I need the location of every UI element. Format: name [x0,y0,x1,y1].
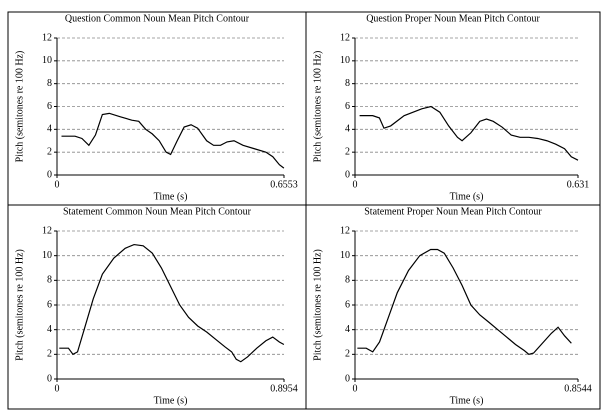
x-tick-label: 0.8954 [270,383,298,394]
y-tick-label: 2 [47,349,52,360]
panel-frame [305,204,601,410]
x-axis-label: Time (s) [154,191,188,202]
y-tick-label: 8 [345,78,350,89]
y-axis-label: Pitch (semitones re 100 Hz) [14,249,25,361]
y-tick-label: 4 [345,324,350,335]
y-tick-label: 2 [47,146,52,157]
y-tick-label: 10 [42,250,52,261]
x-axis-label: Time (s) [450,191,484,202]
x-tick-label: 0 [353,179,358,190]
y-tick-label: 12 [42,225,52,236]
y-tick-label: 0 [345,373,350,384]
panel-frame [305,11,601,206]
chart-title: Question Proper Noun Mean Pitch Contour [366,13,540,24]
y-tick-label: 6 [345,299,350,310]
y-tick-label: 10 [340,55,350,66]
y-tick-label: 6 [47,299,52,310]
y-axis-label: Pitch (semitones re 100 Hz) [312,249,323,361]
y-axis-label: Pitch (semitones re 100 Hz) [312,51,323,163]
chart-title: Statement Proper Noun Mean Pitch Contour [364,206,542,217]
y-tick-label: 8 [47,78,52,89]
y-tick-label: 12 [340,32,350,43]
pitch-line [359,105,579,161]
panel-frame [7,11,307,206]
chart-panel: Statement Common Noun Mean Pitch Contour… [14,206,297,406]
chart-title: Statement Common Noun Mean Pitch Contour [63,206,252,217]
y-tick-label: 12 [42,32,52,43]
chart-panel: Statement Proper Noun Mean Pitch Contour… [312,206,591,406]
y-tick-label: 0 [47,169,52,180]
chart-panel: Question Common Noun Mean Pitch Contour 0… [14,13,297,202]
y-tick-label: 8 [345,275,350,286]
x-axis-label: Time (s) [450,395,484,406]
y-tick-label: 4 [345,124,350,135]
y-tick-label: 2 [345,349,350,360]
x-axis-label: Time (s) [154,395,188,406]
chart-panel: Question Proper Noun Mean Pitch Contour 0… [312,13,589,202]
x-tick-label: 0 [55,383,60,394]
y-tick-label: 8 [47,275,52,286]
y-tick-label: 0 [345,169,350,180]
x-tick-label: 0 [353,383,358,394]
y-tick-label: 6 [47,101,52,112]
y-axis-label: Pitch (semitones re 100 Hz) [14,51,25,163]
x-tick-label: 0.6553 [270,179,298,190]
y-tick-label: 2 [345,146,350,157]
pitch-line [61,112,285,169]
y-tick-label: 0 [47,373,52,384]
chart-title: Question Common Noun Mean Pitch Contour [65,13,250,24]
y-tick-label: 12 [340,225,350,236]
pitch-line [357,248,572,355]
y-tick-label: 4 [47,124,52,135]
pitch-line [59,243,285,363]
y-tick-label: 6 [345,101,350,112]
y-tick-label: 10 [42,55,52,66]
panel-frame [7,204,307,410]
x-tick-label: 0.631 [567,179,590,190]
y-tick-label: 4 [47,324,52,335]
x-tick-label: 0 [55,179,60,190]
y-tick-label: 10 [340,250,350,261]
x-tick-label: 0.8544 [564,383,592,394]
